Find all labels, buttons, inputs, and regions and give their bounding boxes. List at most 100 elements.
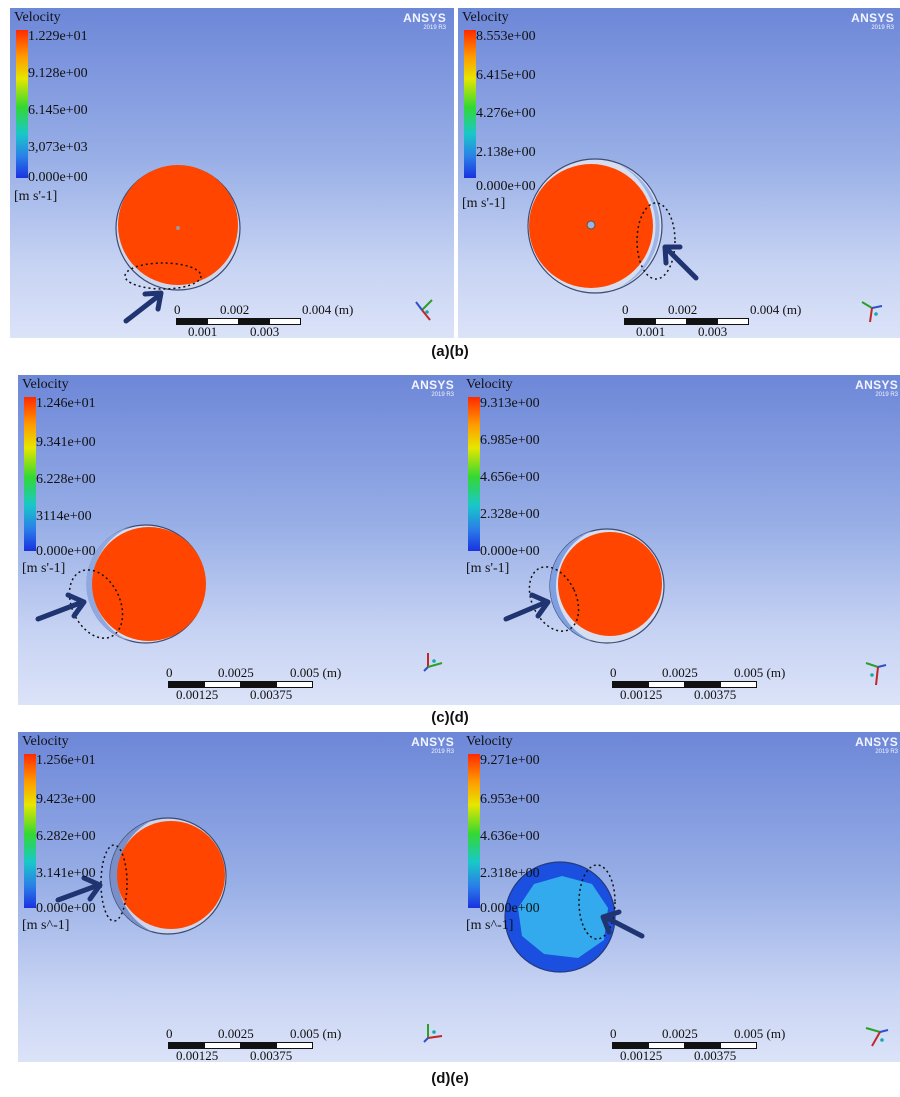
- legend-unit: [m s^-1]: [466, 918, 514, 933]
- legend-tick: 2.318e+00: [480, 866, 540, 881]
- pointer-arrow: [662, 244, 699, 281]
- highlight-ellipse: [528, 566, 580, 632]
- low-velocity-region: [110, 820, 153, 932]
- velocity-colorbar: [24, 754, 36, 908]
- legend-tick-min: 0.000e+00: [36, 901, 96, 916]
- scale-label: 0: [610, 1026, 617, 1041]
- scale-label: 0.00125: [620, 1048, 663, 1062]
- ansys-logo: ANSYS 2019 R3: [403, 12, 446, 32]
- legend-tick: 3.141e+00: [36, 866, 96, 881]
- scale-bar: 0 0.0025 0.005 (m) 0.00125 0.00375: [166, 1026, 396, 1062]
- legend-unit: [m s'-1]: [466, 561, 510, 576]
- ansys-version: 2019 R3: [431, 392, 454, 398]
- axis-triad-icon: [423, 653, 443, 672]
- low-velocity-region: [518, 876, 608, 958]
- scale-label: 0.00125: [176, 687, 219, 702]
- legend-title: Velocity: [22, 377, 69, 392]
- legend-tick: 4.276e+00: [476, 106, 536, 121]
- scale-label: 0.005 (m): [290, 665, 342, 680]
- scale-label: 0.002: [220, 302, 250, 317]
- velocity-colorbar: [468, 397, 480, 551]
- velocity-contour-f: [504, 861, 645, 973]
- ansys-logo: ANSYS 2019 R3: [851, 12, 894, 32]
- ansys-version: 2019 R3: [423, 25, 446, 31]
- scale-label: 0.002: [668, 302, 698, 317]
- velocity-colorbar: [16, 30, 28, 178]
- axis-triad-icon: [861, 301, 883, 323]
- scale-label: 0: [166, 1026, 173, 1041]
- legend-tick: 4.656e+00: [480, 470, 540, 485]
- high-velocity-region: [118, 165, 238, 285]
- scale-label: 0.005 (m): [290, 1026, 342, 1041]
- legend-tick-max: 8.553e+00: [476, 29, 536, 44]
- axis-triad-icon: [865, 1027, 889, 1047]
- scale-label: 0: [622, 302, 629, 317]
- scale-label: 0.00125: [620, 687, 663, 702]
- legend-tick: 3114e+00: [36, 509, 92, 524]
- legend-tick: 9.341e+00: [36, 435, 96, 450]
- pointer-arrow: [123, 290, 164, 324]
- scale-label: 0.0025: [218, 665, 254, 680]
- center-point: [176, 226, 180, 230]
- ansys-logo: ANSYS 2019 R3: [411, 736, 454, 756]
- ansys-brand: ANSYS: [855, 735, 898, 749]
- pointer-arrow: [35, 592, 87, 622]
- scale-bar: 0 0.002 0.004 (m) 0.001 0.003: [174, 302, 404, 338]
- ansys-brand: ANSYS: [855, 378, 898, 392]
- scale-label: 0.00375: [694, 1048, 737, 1062]
- legend-tick: 2.328e+00: [480, 507, 540, 522]
- scale-label: 0.005 (m): [734, 665, 786, 680]
- velocity-contour-a: [115, 165, 241, 324]
- scale-segment: [269, 318, 301, 325]
- scale-label: 0.0025: [662, 665, 698, 680]
- contour-panel-b: Velocity 8.553e+00 6.415e+00 4.276e+00 2…: [458, 8, 900, 338]
- highlight-ellipse: [124, 262, 202, 290]
- legend-unit: [m s'-1]: [22, 561, 66, 576]
- scale-label: 0: [174, 302, 181, 317]
- axis-triad-icon: [865, 662, 887, 686]
- contour-panel-f: Velocity 9.271e+00 6.953e+00 4.636e+00 2…: [462, 732, 900, 1062]
- contour-panel-e: Velocity 1.256e+01 9.423e+00 6.282e+00 3…: [18, 732, 462, 1062]
- legend-title: Velocity: [14, 10, 61, 25]
- scale-label: 0.003: [698, 324, 728, 338]
- legend-tick-min: 0.000e+00: [28, 170, 88, 185]
- ansys-logo: ANSYS 2019 R3: [855, 736, 898, 756]
- scale-bar: 0 0.002 0.004 (m) 0.001 0.003: [622, 302, 852, 338]
- legend-title: Velocity: [462, 10, 509, 25]
- high-velocity-region: [92, 527, 206, 641]
- scale-label: 0.004 (m): [302, 302, 354, 317]
- legend-tick: 3,073e+03: [28, 140, 88, 155]
- ansys-logo: ANSYS 2019 R3: [855, 379, 898, 399]
- pointer-arrow: [600, 909, 645, 939]
- legend-tick: 6.415e+00: [476, 68, 536, 83]
- legend-tick-max: 9.271e+00: [480, 753, 540, 768]
- scale-label: 0.00375: [250, 687, 293, 702]
- scale-label: 0.0025: [218, 1026, 254, 1041]
- low-velocity-region: [618, 164, 660, 288]
- figure-caption: (d)(e): [431, 1070, 469, 1087]
- scale-label: 0.00125: [176, 1048, 219, 1062]
- scale-label: 0.003: [250, 324, 280, 338]
- legend-tick: 6.282e+00: [36, 829, 96, 844]
- legend-title: Velocity: [22, 734, 69, 749]
- velocity-colorbar: [464, 30, 476, 178]
- axis-triad-icon: [423, 1024, 443, 1043]
- center-point: [586, 220, 596, 230]
- pointer-arrow: [55, 875, 103, 903]
- legend-title: Velocity: [466, 377, 513, 392]
- contour-panel-d: Velocity 9.313e+00 6.985e+00 4.656e+00 2…: [462, 375, 900, 705]
- legend-tick: 6.953e+00: [480, 792, 540, 807]
- scale-bar: 0 0.0025 0.005 (m) 0.00125 0.00375: [610, 1026, 840, 1062]
- legend-tick-max: 1.229e+01: [28, 29, 88, 44]
- velocity-contour-e: [55, 817, 227, 935]
- scale-label: 0.004 (m): [750, 302, 802, 317]
- high-velocity-region: [117, 821, 225, 929]
- ansys-version: 2019 R3: [875, 392, 898, 398]
- velocity-contour-c: [35, 524, 206, 644]
- scale-label: 0.00375: [250, 1048, 293, 1062]
- velocity-colorbar: [24, 397, 36, 551]
- contour-panel-a: Velocity 1.229e+01 9.128e+00 6.145e+00 3…: [10, 8, 454, 338]
- figure-caption: (c)(d): [431, 709, 469, 726]
- legend-tick-max: 1.246e+01: [36, 396, 96, 411]
- legend-tick: 9.423e+00: [36, 792, 96, 807]
